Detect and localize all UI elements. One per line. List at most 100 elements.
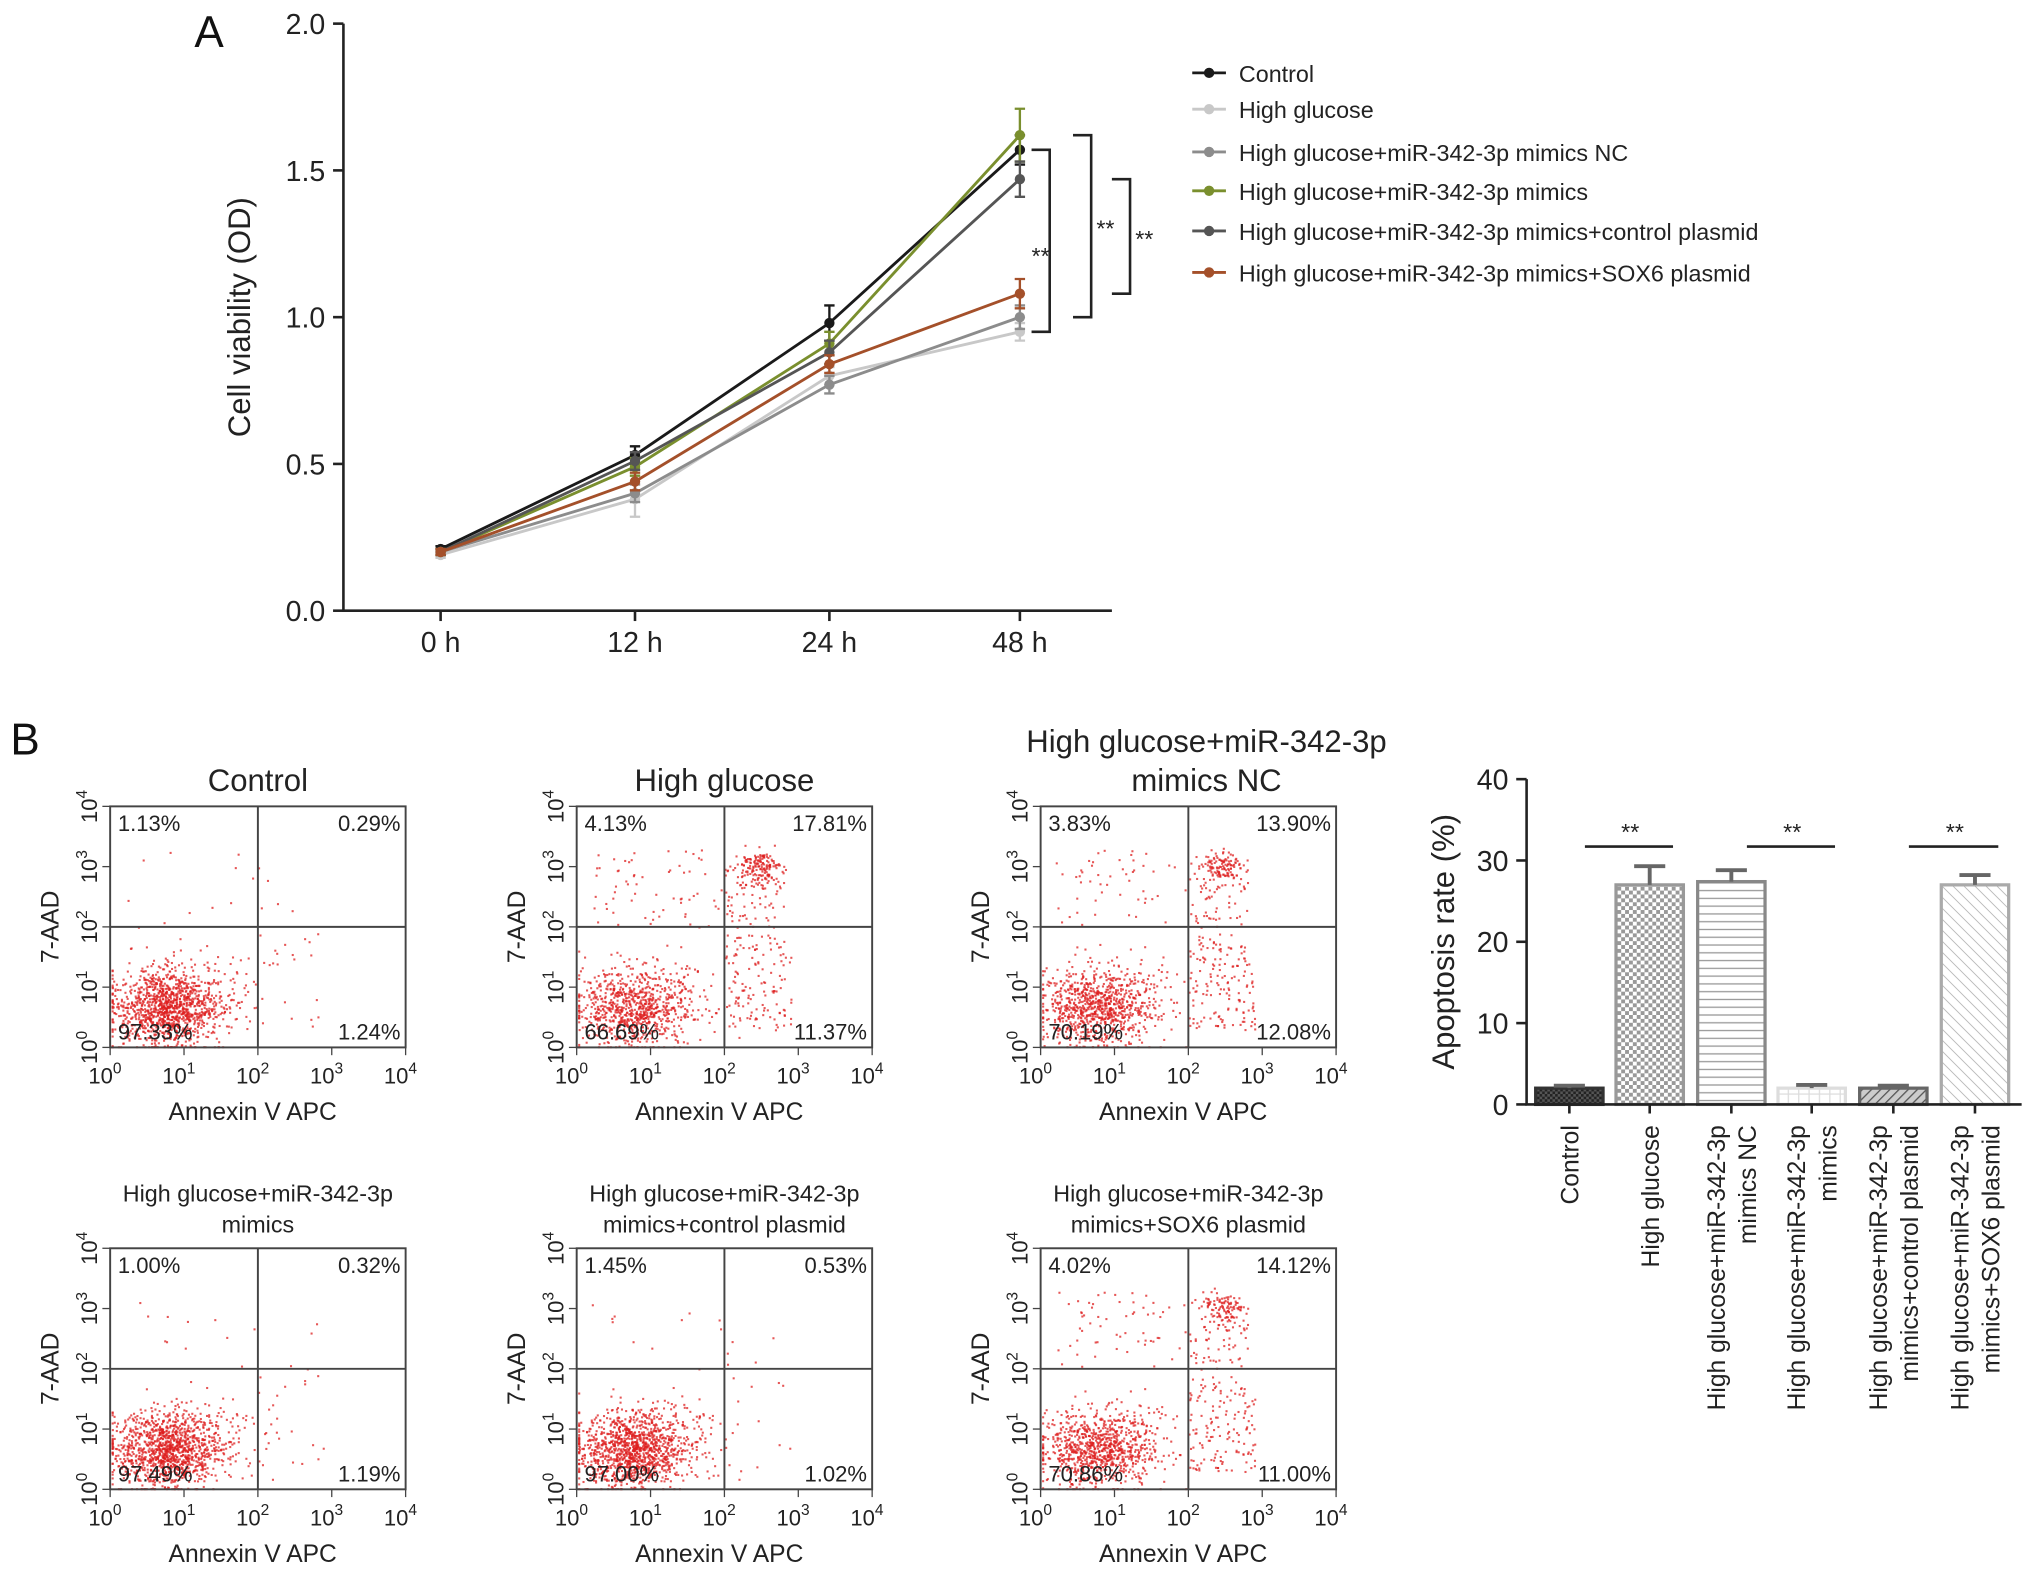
event-dot — [1115, 990, 1118, 993]
event-dot — [778, 885, 782, 888]
event-dot — [1056, 1001, 1060, 1004]
event-dot — [203, 1004, 206, 1007]
event-dot — [1112, 1029, 1115, 1032]
event-dot — [1094, 994, 1097, 997]
event-dot — [170, 993, 173, 996]
event-dot — [653, 1030, 656, 1033]
tick-base: 10 — [1314, 1064, 1338, 1089]
event-dot — [1195, 855, 1198, 859]
event-dot — [172, 1024, 175, 1027]
event-dot — [1236, 964, 1239, 967]
event-dot — [137, 994, 140, 997]
series-line — [440, 178, 1021, 554]
event-dot — [640, 974, 644, 977]
event-dot — [131, 1016, 134, 1019]
event-dot — [139, 1011, 142, 1014]
event-dot — [628, 991, 631, 994]
event-dot — [1216, 885, 1219, 888]
data-point — [1014, 311, 1026, 323]
event-dot — [734, 940, 737, 943]
event-dot — [734, 1000, 738, 1003]
event-dot — [209, 1419, 212, 1422]
event-dot — [617, 1010, 620, 1013]
event-dot — [1212, 867, 1215, 870]
event-dot — [578, 1004, 581, 1007]
event-dot — [1216, 874, 1219, 877]
event-dot — [276, 952, 279, 955]
event-dot — [1208, 859, 1211, 862]
event-dot — [194, 997, 197, 1000]
event-dot — [234, 1018, 237, 1021]
event-dot — [158, 978, 161, 981]
event-dot — [638, 1022, 641, 1025]
legend-marker — [1203, 146, 1215, 158]
event-dot — [768, 866, 771, 869]
event-dot — [215, 1002, 218, 1005]
event-dot — [1100, 1011, 1103, 1014]
event-dot — [1057, 1033, 1060, 1036]
event-dot — [1050, 982, 1053, 985]
event-dot — [1147, 1007, 1150, 1010]
event-dot — [1104, 998, 1107, 1001]
event-dot — [175, 1022, 178, 1026]
event-dot — [141, 1450, 144, 1453]
event-dot — [176, 1042, 179, 1045]
event-dot — [606, 985, 609, 988]
event-dot — [755, 882, 758, 885]
event-dot — [196, 1469, 199, 1472]
event-dot — [184, 979, 187, 982]
event-dot — [158, 1434, 161, 1437]
event-dot — [214, 1011, 217, 1014]
event-dot — [147, 1441, 150, 1444]
event-dot — [641, 1021, 645, 1024]
event-dot — [207, 1030, 210, 1033]
event-dot — [175, 1036, 178, 1040]
event-dot — [1047, 1017, 1050, 1021]
event-dot — [165, 1021, 168, 1024]
event-dot — [244, 1419, 248, 1422]
event-dot — [647, 981, 650, 984]
event-dot — [152, 994, 155, 997]
event-dot — [145, 946, 148, 949]
event-dot — [1205, 855, 1208, 858]
event-dot — [199, 1000, 202, 1003]
event-dot — [759, 855, 762, 858]
event-dot — [163, 1013, 166, 1016]
event-dot — [726, 913, 729, 916]
event-dot — [690, 1000, 693, 1003]
event-dot — [1078, 875, 1081, 878]
event-dot — [1042, 970, 1045, 973]
event-dot — [711, 1015, 714, 1018]
event-dot — [191, 1013, 194, 1016]
event-dot — [1118, 1011, 1121, 1014]
event-dot — [229, 1458, 232, 1461]
event-dot — [172, 1420, 175, 1423]
event-dot — [188, 1480, 191, 1483]
legend-entry: High glucose+miR-342-3p mimics — [1239, 179, 1588, 205]
event-dot — [681, 1031, 684, 1034]
event-dot — [628, 958, 631, 961]
event-dot — [1073, 981, 1076, 984]
event-dot — [631, 973, 634, 976]
event-dot — [137, 1018, 140, 1021]
event-dot — [1052, 994, 1055, 997]
event-dot — [615, 1005, 618, 1008]
event-dot — [739, 915, 742, 918]
event-dot — [1097, 1002, 1100, 1005]
event-dot — [1110, 995, 1113, 998]
event-dot — [767, 880, 770, 883]
quadrant-ul: 4.13% — [584, 811, 646, 836]
event-dot — [1113, 996, 1116, 999]
event-dot — [610, 953, 613, 956]
event-dot — [235, 1431, 238, 1434]
event-dot — [611, 979, 614, 982]
event-dot — [1134, 1001, 1137, 1004]
event-dot — [1227, 860, 1230, 863]
event-dot — [144, 1018, 148, 1021]
event-dot — [228, 1006, 231, 1009]
event-dot — [597, 1008, 600, 1011]
event-dot — [202, 1025, 205, 1028]
event-dot — [689, 989, 692, 992]
event-dot — [1170, 998, 1173, 1001]
event-dot — [767, 919, 770, 922]
